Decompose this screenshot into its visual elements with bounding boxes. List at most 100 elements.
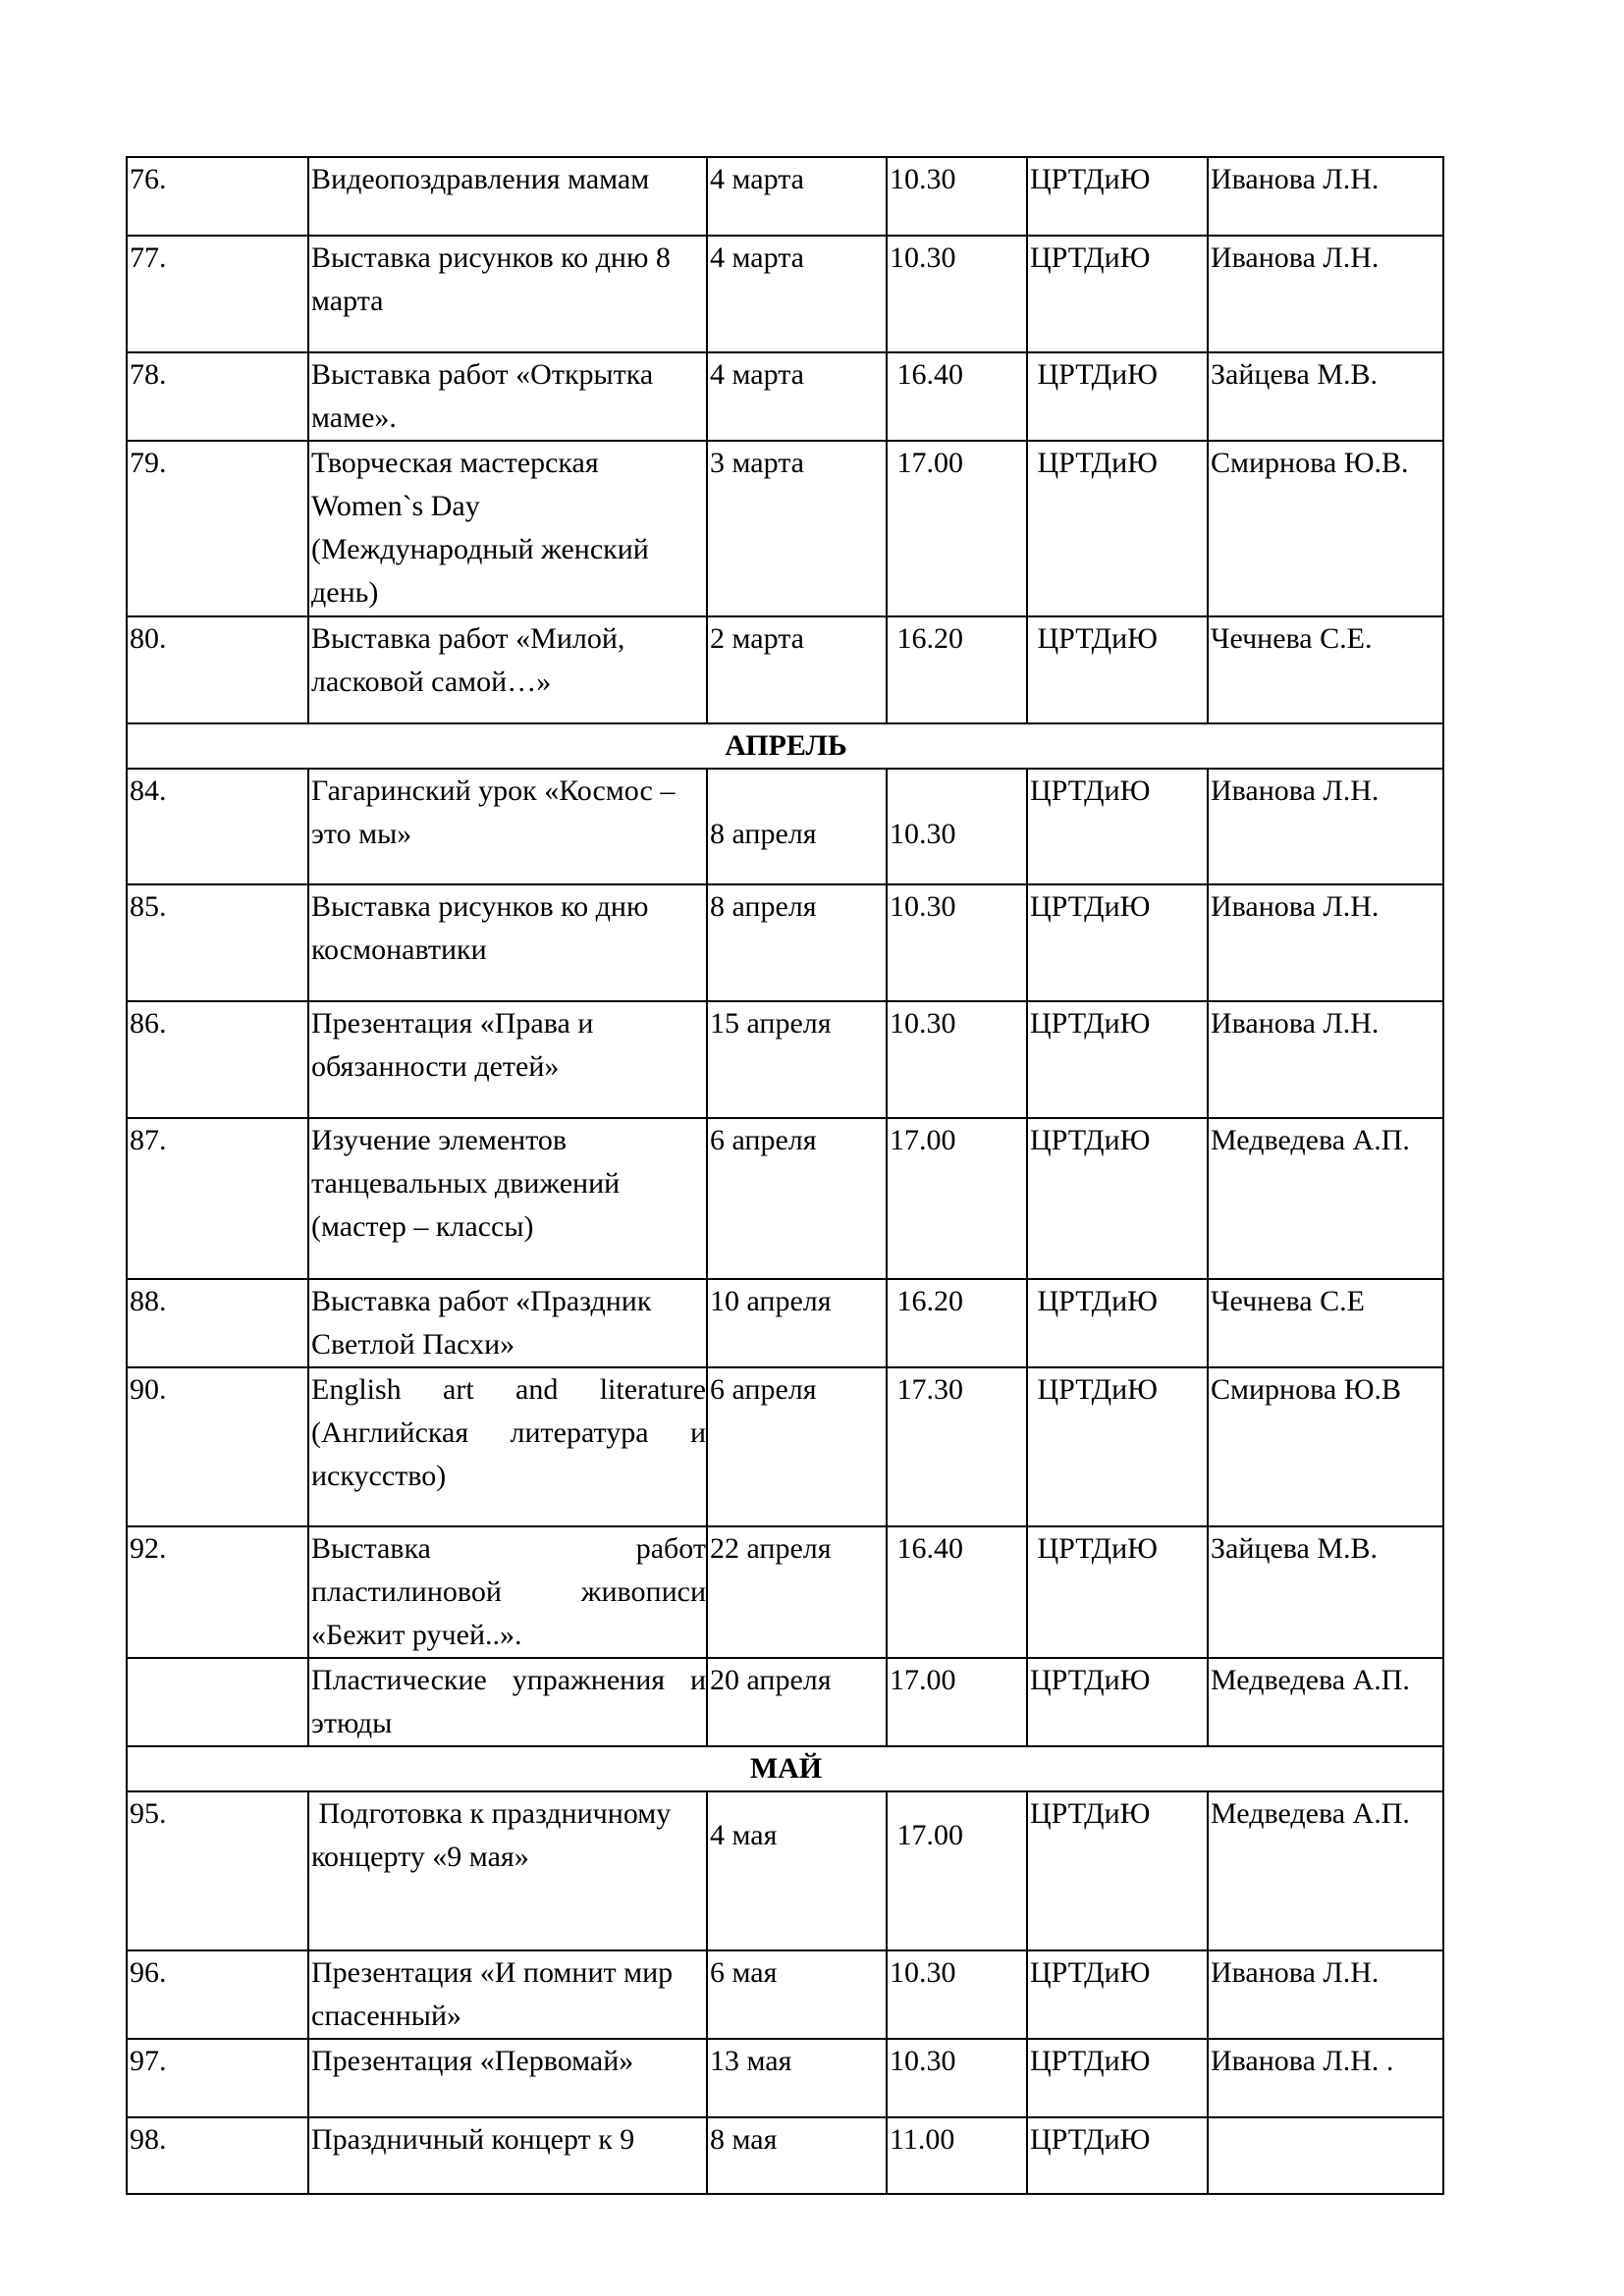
- event-title: Выставка работ «Открытка маме».: [307, 351, 708, 442]
- event-time: 17.00: [886, 1117, 1028, 1280]
- event-title: Выставка рисунков ко дню 8 марта: [307, 235, 708, 353]
- event-title: Подготовка к праздничному концерту «9 ма…: [307, 1790, 708, 1951]
- event-responsible: Смирнова Ю.В: [1207, 1366, 1444, 1527]
- event-responsible: Иванова Л.Н. .: [1207, 2038, 1444, 2118]
- event-responsible: Иванова Л.Н.: [1207, 883, 1444, 1002]
- event-responsible: Иванова Л.Н.: [1207, 1000, 1444, 1119]
- event-responsible: Медведева А.П.: [1207, 1117, 1444, 1280]
- event-title: Изучение элементов танцевальных движений…: [307, 1117, 708, 1280]
- item-number: 86.: [126, 1000, 309, 1119]
- item-number: 78.: [126, 351, 309, 442]
- events-schedule-table: 76. Видеопоздравления мамам 4 марта 10.30 ЦР…: [126, 156, 1444, 2195]
- table-row: 77. Выставка рисунков ко дню 8 марта 4 мар…: [126, 235, 1444, 353]
- event-responsible: Чечнева С.Е: [1207, 1278, 1444, 1368]
- event-place: ЦРТДиЮ: [1026, 235, 1209, 353]
- event-time: 10.30: [886, 1949, 1028, 2040]
- event-time: 16.20: [886, 615, 1028, 724]
- event-place: ЦРТДиЮ: [1026, 1790, 1209, 1951]
- event-date: 4 марта: [706, 351, 888, 442]
- event-responsible: Чечнева С.Е.: [1207, 615, 1444, 724]
- table-row: 87. Изучение элементов танцевальных движе…: [126, 1117, 1444, 1280]
- event-time: 10.30: [886, 768, 1028, 885]
- table-row: 88. Выставка работ «Праздник Светлой Пасх…: [126, 1278, 1444, 1368]
- event-title: Гагаринский урок «Космос – это мы»: [307, 768, 708, 885]
- month-header: МАЙ: [126, 1745, 1444, 1792]
- event-date: 8 апреля: [706, 768, 888, 885]
- event-responsible: Медведева А.П.: [1207, 1657, 1444, 1747]
- item-number: 76.: [126, 156, 309, 237]
- event-place: ЦРТДиЮ: [1026, 615, 1209, 724]
- event-time: 17.00: [886, 440, 1028, 617]
- event-time: 16.20: [886, 1278, 1028, 1368]
- table-row: Пластические упражнения и этюды 20 апреля…: [126, 1657, 1444, 1747]
- event-title: Выставка работ пластилиновой живописи «Б…: [307, 1525, 708, 1659]
- event-time: 10.30: [886, 1000, 1028, 1119]
- event-time: 17.30: [886, 1366, 1028, 1527]
- event-date: 4 марта: [706, 156, 888, 237]
- table-row: 86. Презентация «Права и обязанности дете…: [126, 1000, 1444, 1119]
- item-number: 92.: [126, 1525, 309, 1659]
- item-number: 96.: [126, 1949, 309, 2040]
- event-place: ЦРТДиЮ: [1026, 1657, 1209, 1747]
- event-place: ЦРТДиЮ: [1026, 2038, 1209, 2118]
- item-number: 90.: [126, 1366, 309, 1527]
- item-number: 97.: [126, 2038, 309, 2118]
- table-row: 84. Гагаринский урок «Космос – это мы» 8 а…: [126, 768, 1444, 885]
- event-title: Видеопоздравления мамам: [307, 156, 708, 237]
- event-responsible: Иванова Л.Н.: [1207, 1949, 1444, 2040]
- event-time: 17.00: [886, 1657, 1028, 1747]
- event-title: Презентация «Права и обязанности детей»: [307, 1000, 708, 1119]
- event-title: English art and literature (Английская л…: [307, 1366, 708, 1527]
- table-row: 95. Подготовка к праздничному концерту «…: [126, 1790, 1444, 1951]
- event-place: ЦРТДиЮ: [1026, 351, 1209, 442]
- event-responsible: Иванова Л.Н.: [1207, 235, 1444, 353]
- event-place: ЦРТДиЮ: [1026, 1525, 1209, 1659]
- event-date: 20 апреля: [706, 1657, 888, 1747]
- table-row: 96. Презентация «И помнит мир спасенный» 6…: [126, 1949, 1444, 2040]
- event-responsible: Зайцева М.В.: [1207, 1525, 1444, 1659]
- event-title: Презентация «И помнит мир спасенный»: [307, 1949, 708, 2040]
- event-responsible: Зайцева М.В.: [1207, 351, 1444, 442]
- item-number: 80.: [126, 615, 309, 724]
- event-date: 4 мая: [706, 1790, 888, 1951]
- event-date: 8 апреля: [706, 883, 888, 1002]
- event-place: ЦРТДиЮ: [1026, 1000, 1209, 1119]
- table-row: 92. Выставка работ пластилиновой живописи…: [126, 1525, 1444, 1659]
- item-number: 85.: [126, 883, 309, 1002]
- table-row: 97. Презентация «Первомай» 13 мая 10.30 ЦРТД…: [126, 2038, 1444, 2118]
- event-responsible: Иванова Л.Н.: [1207, 768, 1444, 885]
- event-place: ЦРТДиЮ: [1026, 156, 1209, 237]
- event-date: 10 апреля: [706, 1278, 888, 1368]
- event-title: Выставка работ «Праздник Светлой Пасхи»: [307, 1278, 708, 1368]
- event-time: 16.40: [886, 1525, 1028, 1659]
- table-row: 79. Творческая мастерская Women`s Day (Ме…: [126, 440, 1444, 617]
- item-number: 95.: [126, 1790, 309, 1951]
- event-time: 17.00: [886, 1790, 1028, 1951]
- event-place: ЦРТДиЮ: [1026, 883, 1209, 1002]
- event-date: 6 апреля: [706, 1117, 888, 1280]
- event-responsible: [1207, 2116, 1444, 2195]
- event-time: 10.30: [886, 2038, 1028, 2118]
- item-number: 98.: [126, 2116, 309, 2195]
- event-time: 10.30: [886, 235, 1028, 353]
- item-number: 77.: [126, 235, 309, 353]
- event-date: 13 мая: [706, 2038, 888, 2118]
- event-time: 10.30: [886, 156, 1028, 237]
- month-header-row: АПРЕЛЬ: [126, 722, 1444, 770]
- event-place: ЦРТДиЮ: [1026, 440, 1209, 617]
- event-date: 6 мая: [706, 1949, 888, 2040]
- event-title: Творческая мастерская Women`s Day (Между…: [307, 440, 708, 617]
- event-time: 16.40: [886, 351, 1028, 442]
- event-date: 15 апреля: [706, 1000, 888, 1119]
- item-number: [126, 1657, 309, 1747]
- table-row: 85. Выставка рисунков ко дню космонавтики…: [126, 883, 1444, 1002]
- item-number: 88.: [126, 1278, 309, 1368]
- event-title: Презентация «Первомай»: [307, 2038, 708, 2118]
- event-title: Праздничный концерт к 9: [307, 2116, 708, 2195]
- item-number: 87.: [126, 1117, 309, 1280]
- event-title: Выставка рисунков ко дню космонавтики: [307, 883, 708, 1002]
- event-place: ЦРТДиЮ: [1026, 1117, 1209, 1280]
- event-date: 22 апреля: [706, 1525, 888, 1659]
- event-time: 10.30: [886, 883, 1028, 1002]
